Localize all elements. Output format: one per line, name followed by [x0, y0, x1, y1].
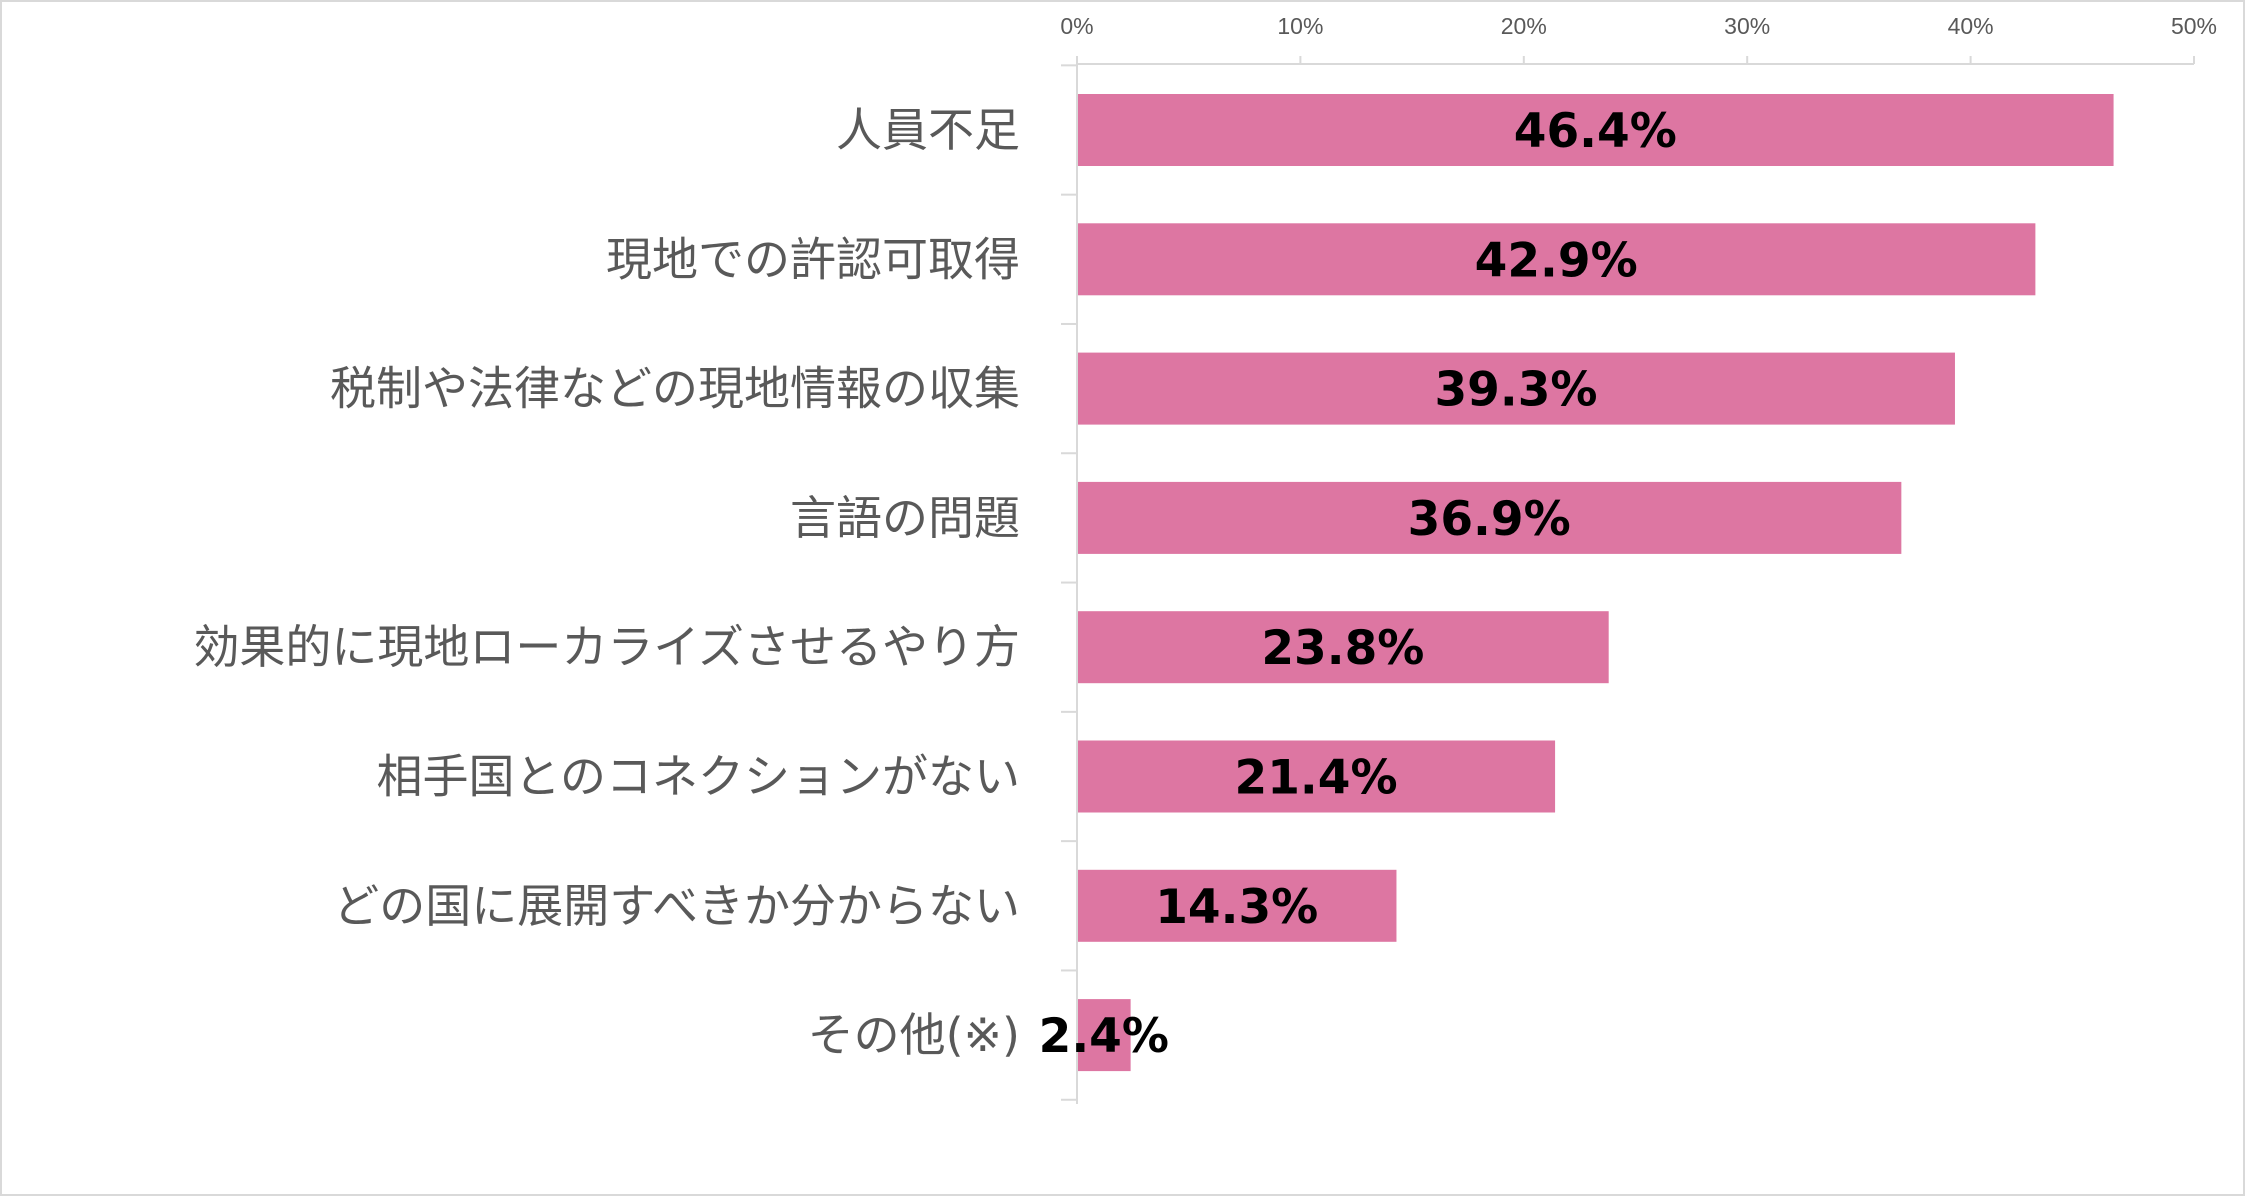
x-tick-label: 0% — [1060, 13, 1093, 39]
x-tick-label: 40% — [1948, 13, 1994, 39]
x-tick-label: 50% — [2171, 13, 2217, 39]
bar — [1078, 869, 1397, 942]
data-label: 46.4% — [1514, 104, 1677, 159]
x-tick-label: 30% — [1724, 13, 1770, 39]
bar — [1078, 999, 1131, 1072]
category-label: どの国に展開すべきか分からない — [333, 879, 1020, 933]
category-labels: 人員不足現地での許認可取得税制や法律などの現地情報の収集言語の問題効果的に現地ロ… — [193, 103, 1020, 1062]
bar — [1078, 740, 1556, 813]
x-tick-label: 10% — [1277, 13, 1323, 39]
bar — [1078, 223, 2036, 296]
data-labels: 46.4% 42.9% 39.3% 36.9% 23.8% 21.4% 14.3% 2.4% — [1039, 104, 1677, 1064]
bars — [1078, 94, 2114, 1072]
category-label: 相手国とのコネクションがない — [376, 750, 1020, 804]
bar — [1078, 481, 1902, 554]
y-axis — [1061, 64, 1078, 1104]
data-label: 2.4% — [1039, 1009, 1169, 1064]
bar — [1078, 352, 1955, 425]
data-label: 21.4% — [1235, 751, 1398, 806]
data-label: 39.3% — [1434, 363, 1597, 418]
data-label: 23.8% — [1261, 621, 1424, 676]
category-label: その他(※) — [808, 1008, 1020, 1062]
bar — [1078, 611, 1609, 684]
x-tick-label: 20% — [1501, 13, 1547, 39]
bar — [1078, 94, 2114, 166]
category-label: 現地での許認可取得 — [606, 232, 1020, 286]
category-label: 人員不足 — [836, 103, 1020, 157]
data-label: 36.9% — [1408, 492, 1571, 547]
category-label: 効果的に現地ローカライズさせるやり方 — [193, 620, 1020, 674]
data-label: 42.9% — [1475, 233, 1638, 288]
category-label: 税制や法律などの現地情報の収集 — [330, 362, 1020, 416]
category-label: 言語の問題 — [790, 491, 1020, 545]
x-axis: 0% 10% 20% 30% 40% 50% — [1060, 13, 2217, 65]
data-label: 14.3% — [1155, 880, 1318, 935]
